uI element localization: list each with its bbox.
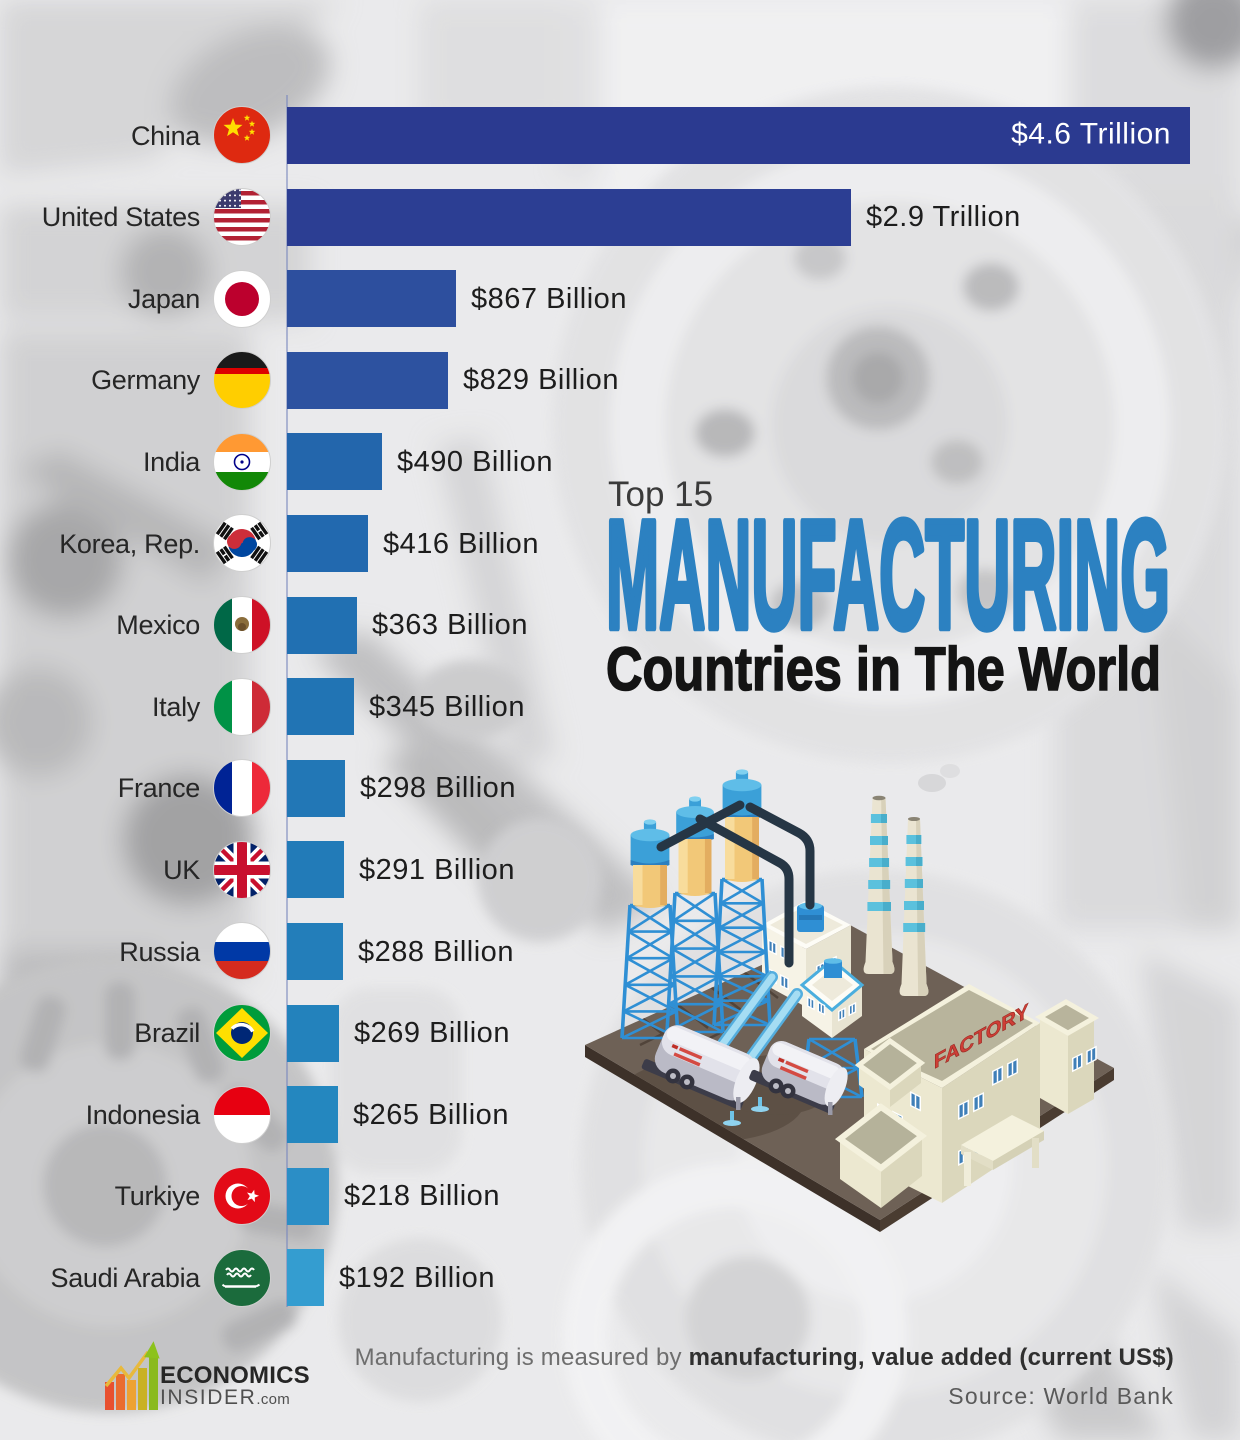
svg-text:Top 15: Top 15 [608, 475, 713, 514]
svg-text:Countries in The World: Countries in The World [606, 635, 1161, 703]
svg-text:INSIDER.com: INSIDER.com [160, 1386, 290, 1409]
svg-text:ECONOMICS: ECONOMICS [160, 1362, 310, 1389]
svg-text:MANUFACTURING: MANUFACTURING [606, 488, 1170, 661]
